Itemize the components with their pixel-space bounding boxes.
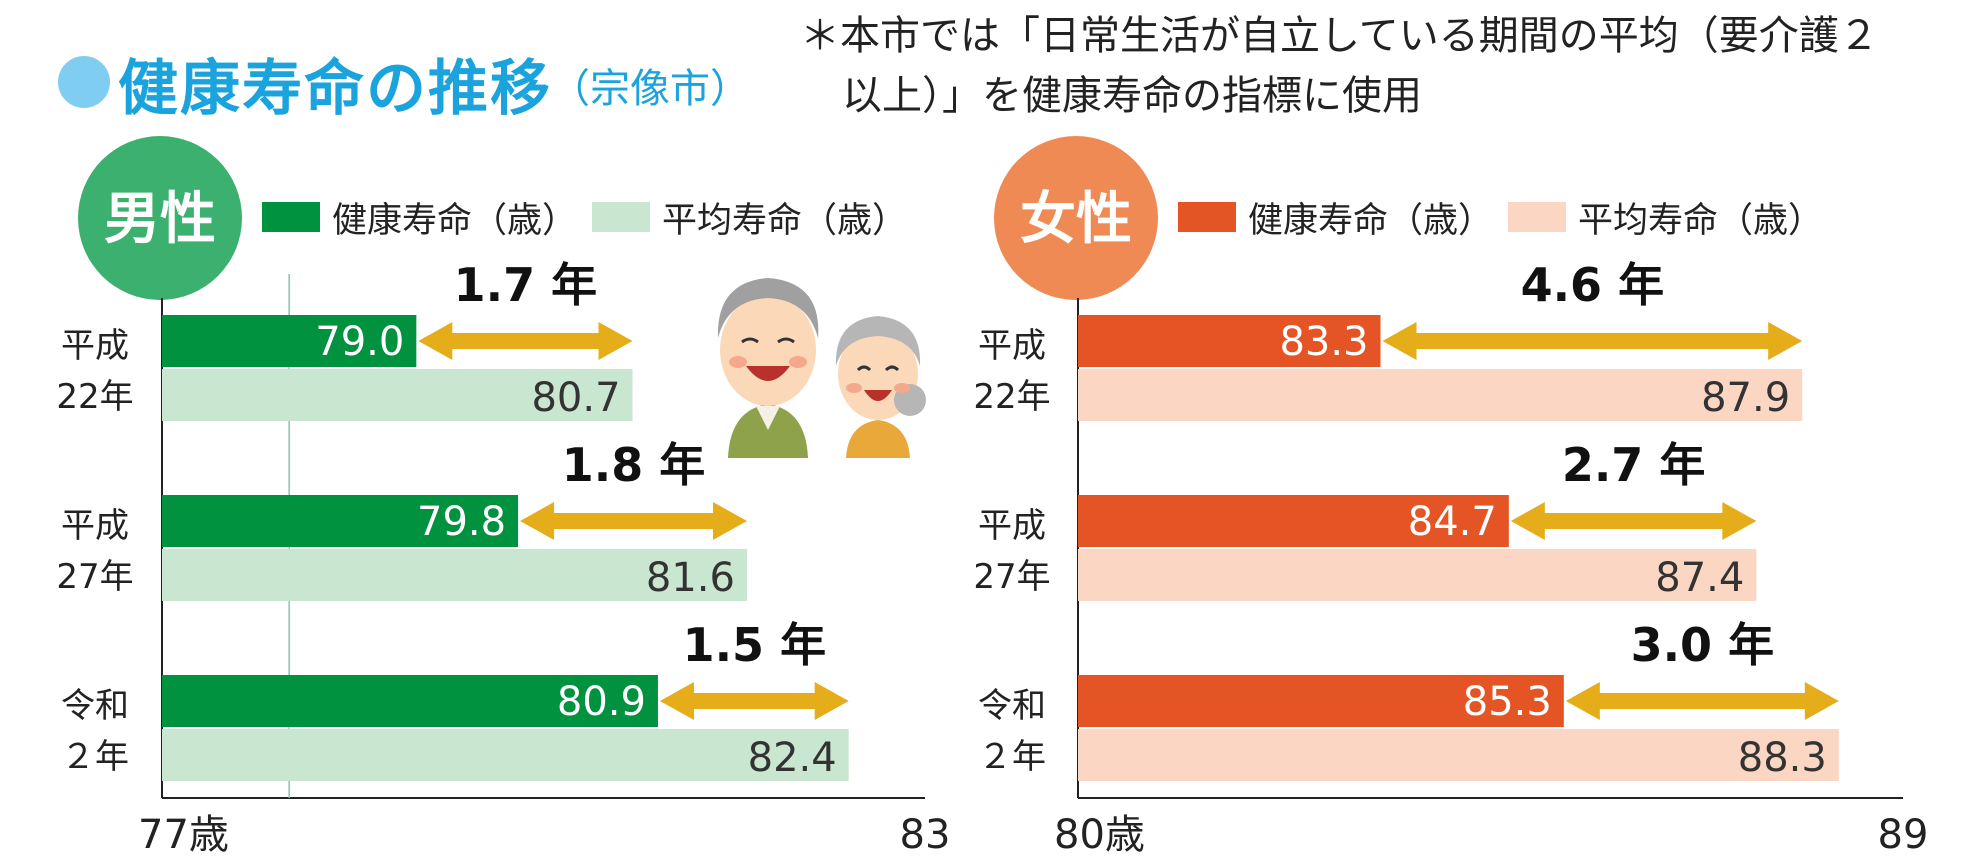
average-life-bar [162,729,849,781]
average-value-label: 87.9 [1701,375,1790,421]
healthy-life-bar [162,675,658,727]
gender-badge-label: 男性 [104,187,216,252]
category-label: ２年 [61,737,129,777]
average-value-label: 88.3 [1738,735,1827,781]
healthy-life-bar [162,495,519,547]
x-tick-label-max: 89 [1878,812,1929,858]
legend-swatch-average [592,202,650,232]
gap-arrow [418,322,633,360]
footnote-line-2: 以上）」を健康寿命の指標に使用 [842,73,1422,119]
healthy-value-label: 83.3 [1279,319,1368,365]
legend-label-average: 平均寿命（歳） [662,201,907,241]
gap-arrow [1382,322,1803,360]
x-tick-label-min: 77歳 [138,812,229,858]
category-label: 平成 [61,326,129,366]
category-label: 27年 [973,557,1050,597]
female-chart: 女性 健康寿命（歳） 平均寿命（歳） 80歳 89 平成 22年 83.3 87.9 4.6 年平… [973,136,1928,858]
legend-swatch-average [1508,202,1566,232]
healthy-life-bar [1078,675,1564,727]
gap-years-label: 2.7 年 [1562,438,1706,492]
page-title: 健康寿命の推移 [118,54,552,124]
title-bullet-icon [58,56,110,108]
healthy-life-bar [1078,495,1509,547]
gender-badge-label: 女性 [1020,187,1132,252]
x-tick-label-max: 83 [900,812,951,858]
gap-arrow [1510,502,1757,540]
category-label: 令和 [978,686,1046,726]
gap-arrow [1565,682,1839,720]
gap-years-label: 1.7 年 [454,258,598,312]
healthy-life-bar [1078,315,1381,367]
category-label: 22年 [56,377,133,417]
category-label: 27年 [56,557,133,597]
page-subtitle: （宗像市） [550,66,750,112]
category-label: 平成 [978,506,1046,546]
healthy-value-label: 79.0 [315,319,404,365]
average-life-bar [1078,549,1757,601]
healthy-life-bar [162,315,417,367]
average-life-bar [1078,729,1839,781]
legend-swatch-healthy [1178,202,1236,232]
average-value-label: 82.4 [748,735,837,781]
gap-arrow [659,682,849,720]
category-label: 平成 [978,326,1046,366]
elderly-couple-illustration [717,278,926,458]
gender-badge [78,136,242,300]
category-label: 令和 [61,686,129,726]
legend-label-average: 平均寿命（歳） [1578,201,1823,241]
gender-badge [994,136,1158,300]
category-label: 22年 [973,377,1050,417]
legend-swatch-healthy [262,202,320,232]
healthy-value-label: 80.9 [557,679,646,725]
footnote: ＊本市では「日常生活が自立している期間の平均（要介護２ 以上）」を健康寿命の指標… [800,6,1950,126]
x-tick-label-min: 80歳 [1054,812,1145,858]
gap-years-label: 4.6 年 [1521,258,1665,312]
average-value-label: 81.6 [646,555,735,601]
healthy-value-label: 85.3 [1463,679,1552,725]
gap-years-label: 1.5 年 [683,618,827,672]
gap-years-label: 1.8 年 [562,438,706,492]
gap-years-label: 3.0 年 [1631,618,1775,672]
healthy-value-label: 79.8 [417,499,506,545]
average-value-label: 80.7 [531,375,620,421]
gap-arrow [520,502,747,540]
average-value-label: 87.4 [1655,555,1744,601]
category-label: 平成 [61,506,129,546]
average-life-bar [162,549,747,601]
category-label: ２年 [978,737,1046,777]
footnote-line-1: ＊本市では「日常生活が自立している期間の平均（要介護２ [800,13,1879,59]
legend-label-healthy: 健康寿命（歳） [1248,201,1493,241]
healthy-value-label: 84.7 [1408,499,1497,545]
legend-label-healthy: 健康寿命（歳） [332,201,577,241]
male-chart: 男性 健康寿命（歳） 平均寿命（歳） 77歳 83 平成 22年 79.0 80.7 1.7 年平… [56,136,950,858]
average-life-bar [162,369,633,421]
average-life-bar [1078,369,1803,421]
